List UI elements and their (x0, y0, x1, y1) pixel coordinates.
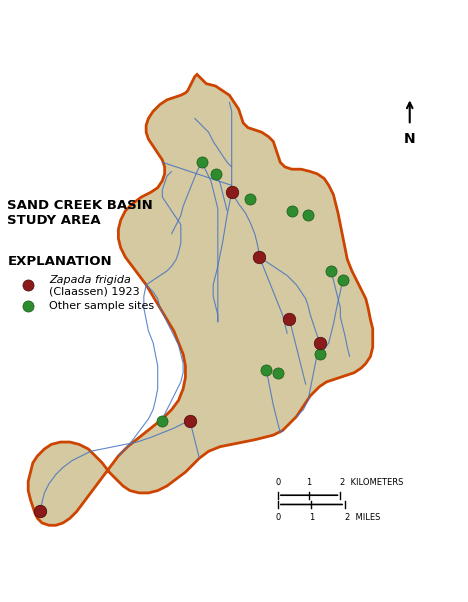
Text: 2  MILES: 2 MILES (345, 513, 380, 522)
Text: Zapada frigida: Zapada frigida (49, 275, 131, 285)
Text: SAND CREEK BASIN
STUDY AREA: SAND CREEK BASIN STUDY AREA (7, 199, 153, 228)
Text: N: N (404, 132, 416, 146)
Polygon shape (28, 75, 373, 526)
Text: 2  KILOMETERS: 2 KILOMETERS (340, 478, 404, 487)
Text: 1: 1 (307, 478, 312, 487)
Text: 0: 0 (275, 513, 280, 522)
Text: 0: 0 (275, 478, 280, 487)
Text: 1: 1 (309, 513, 314, 522)
Text: EXPLANATION: EXPLANATION (7, 255, 112, 268)
Text: Other sample sites: Other sample sites (49, 300, 154, 311)
Text: (Claassen) 1923: (Claassen) 1923 (49, 287, 139, 297)
